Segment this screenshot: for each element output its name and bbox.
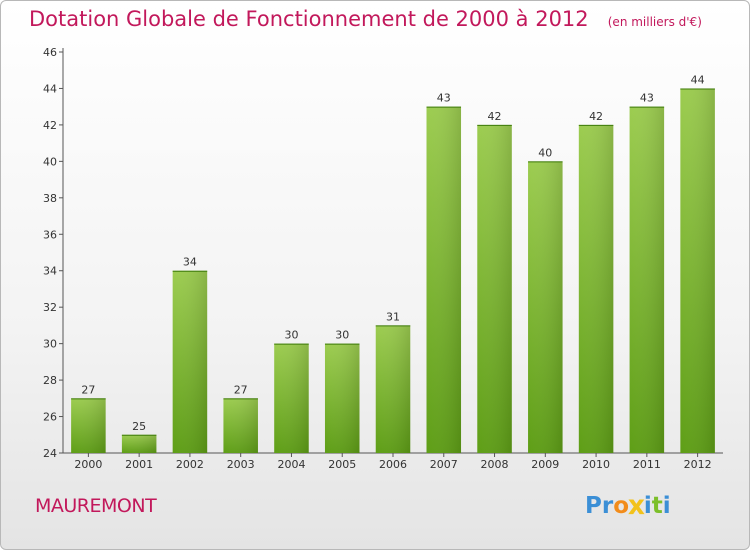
data-label: 27 — [81, 383, 95, 396]
logo-letter: i — [643, 493, 652, 519]
y-tick-label: 30 — [43, 338, 57, 351]
bar-shade — [426, 106, 462, 453]
x-tick-label: 2003 — [227, 458, 255, 471]
logo-letter: r — [601, 493, 614, 519]
x-tick-label: 2010 — [582, 458, 610, 471]
bar-shade — [274, 343, 309, 453]
logo-letter: o — [613, 493, 630, 519]
bar-shade — [223, 398, 258, 453]
x-tick-label: 2001 — [125, 458, 153, 471]
bar-shade — [578, 124, 614, 453]
x-tick-label: 2007 — [430, 458, 458, 471]
bar-shade — [121, 434, 157, 453]
title-text: Dotation Globale de Fonctionnement de 20… — [29, 7, 589, 31]
logo-letter: x — [627, 491, 645, 521]
data-label: 25 — [132, 420, 146, 433]
data-label: 40 — [538, 146, 552, 159]
data-label: 42 — [589, 110, 603, 123]
bar-shade — [172, 270, 208, 453]
bar-shade — [680, 88, 715, 454]
data-label: 27 — [234, 383, 248, 396]
bar-shade — [375, 325, 411, 453]
x-tick-label: 2004 — [277, 458, 305, 471]
y-tick-label: 34 — [43, 265, 57, 278]
x-tick-label: 2006 — [379, 458, 407, 471]
data-label: 44 — [691, 73, 705, 86]
data-label: 34 — [183, 256, 197, 269]
commune-name: MAUREMONT — [35, 495, 157, 517]
x-tick-label: 2005 — [328, 458, 356, 471]
y-tick-label: 38 — [43, 192, 57, 205]
bar-shade — [528, 161, 563, 453]
data-label: 30 — [335, 329, 349, 342]
y-tick-label: 40 — [43, 155, 57, 168]
y-tick-label: 24 — [43, 447, 57, 460]
y-tick-label: 46 — [43, 46, 57, 59]
bar-shade — [71, 398, 106, 453]
y-tick-label: 28 — [43, 374, 57, 387]
bar-shade — [477, 124, 512, 453]
data-label: 30 — [284, 329, 298, 342]
x-tick-label: 2008 — [481, 458, 509, 471]
y-tick-label: 32 — [43, 301, 57, 314]
data-label: 43 — [640, 92, 654, 105]
x-tick-label: 2012 — [684, 458, 712, 471]
bar-shade — [324, 343, 360, 453]
unit-text: (en milliers d'€) — [607, 15, 702, 29]
x-tick-label: 2009 — [531, 458, 559, 471]
data-label: 31 — [386, 310, 400, 323]
x-tick-label: 2002 — [176, 458, 204, 471]
logo-letter: t — [651, 493, 663, 519]
y-tick-label: 44 — [43, 82, 57, 95]
data-label: 43 — [437, 92, 451, 105]
bar-shade — [629, 106, 665, 453]
y-tick-label: 42 — [43, 119, 57, 132]
proxiti-logo: Proxiti — [585, 491, 671, 521]
logo-letter: P — [585, 493, 602, 519]
x-tick-label: 2000 — [74, 458, 102, 471]
logo-letter: i — [662, 493, 671, 519]
y-tick-label: 26 — [43, 411, 57, 424]
x-tick-label: 2011 — [633, 458, 661, 471]
chart-title: Dotation Globale de Fonctionnement de 20… — [29, 7, 702, 31]
y-tick-label: 36 — [43, 228, 57, 241]
data-label: 42 — [488, 110, 502, 123]
